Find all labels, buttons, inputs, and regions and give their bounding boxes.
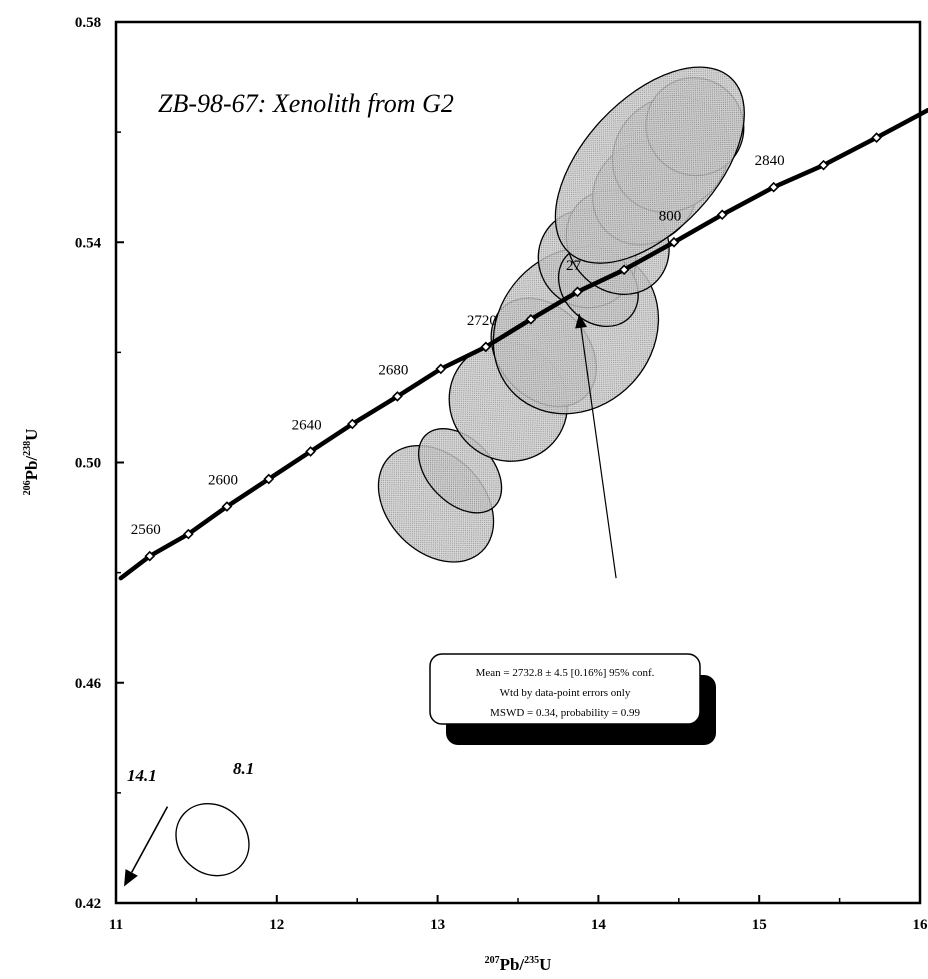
x-tick-label-13: 13	[430, 917, 445, 933]
error-ellipses	[175, 66, 745, 877]
age-label-2680: 2680	[378, 362, 408, 378]
mean-pointer-arrowhead	[575, 313, 587, 329]
age-marker-2840	[768, 181, 780, 193]
age-marker-2740	[525, 314, 537, 325]
x-tick-label-11: 11	[109, 917, 123, 933]
mean-stats-box: Mean = 2732.8 ± 4.5 [0.16%] 95% conf. Wt…	[429, 653, 716, 745]
age-marker-2700	[435, 363, 447, 375]
age-marker-2620	[263, 473, 275, 485]
age-marker-2560	[144, 550, 156, 562]
svg-text:206Pb/238U: 206Pb/238U	[22, 429, 41, 496]
age-marker-2580	[183, 528, 194, 540]
mean-pointer-line	[578, 313, 617, 579]
age-marker-2680	[392, 391, 403, 402]
age-label-2600: 2600	[208, 473, 238, 489]
age-label-2840: 2840	[755, 153, 785, 169]
mean-box-line-2: Wtd by data-point errors only	[500, 687, 631, 699]
plot-frame	[114, 20, 922, 905]
age-label-27: 27	[566, 258, 582, 274]
reference-arrowhead	[124, 869, 138, 887]
age-marker-2720	[480, 341, 492, 353]
age-label-2640: 2640	[292, 417, 322, 433]
age-marker-2820	[716, 209, 728, 221]
mean-box-line-3: MSWD = 0.34, probability = 0.99	[490, 707, 640, 719]
y-tick-label-0.46: 0.46	[75, 676, 102, 692]
age-label-800: 800	[659, 208, 682, 224]
error-ellipse-12	[554, 66, 745, 264]
age-marker-2660	[347, 418, 358, 430]
x-tick-label-15: 15	[752, 917, 767, 933]
reference-label-14-1: 14.1	[127, 766, 157, 785]
age-marker-2800	[668, 236, 680, 248]
reference-ellipse	[175, 802, 250, 877]
x-tick-label-12: 12	[269, 917, 284, 933]
age-marker-2860	[818, 159, 829, 171]
axes: 11 12 13 14 15 16 0.42 0.46 0.50 0.54 0.58	[75, 15, 928, 933]
age-marker-2780	[618, 264, 630, 276]
y-axis-label: 206Pb/238U	[22, 429, 41, 496]
x-axis-label: 207Pb/235U	[485, 955, 552, 974]
y-tick-label-0.58: 0.58	[75, 15, 101, 31]
age-marker-2880	[871, 132, 882, 143]
y-tick-label-0.50: 0.50	[75, 456, 101, 472]
age-label-2720: 2720	[467, 313, 497, 329]
mean-box-panel	[429, 653, 701, 725]
mean-box-line-1: Mean = 2732.8 ± 4.5 [0.16%] 95% conf.	[476, 667, 655, 679]
reference-arrow-line	[130, 806, 169, 873]
age-marker-2640	[305, 446, 316, 457]
svg-text:207Pb/235U: 207Pb/235U	[485, 955, 552, 974]
age-marker-2600	[221, 501, 233, 512]
x-tick-label-16: 16	[913, 917, 928, 933]
chart-title: ZB-98-67: Xenolith from G2	[158, 89, 454, 118]
age-label-2560: 2560	[131, 522, 161, 538]
concordia-curve: 2560 2600 2640 2680 2720 27 800 2840	[118, 107, 928, 887]
y-tick-label-0.42: 0.42	[75, 896, 101, 912]
age-marker-2760	[572, 286, 583, 298]
x-tick-label-14: 14	[591, 917, 607, 933]
y-tick-label-0.54: 0.54	[75, 235, 102, 251]
reference-label-8-1: 8.1	[233, 759, 254, 778]
